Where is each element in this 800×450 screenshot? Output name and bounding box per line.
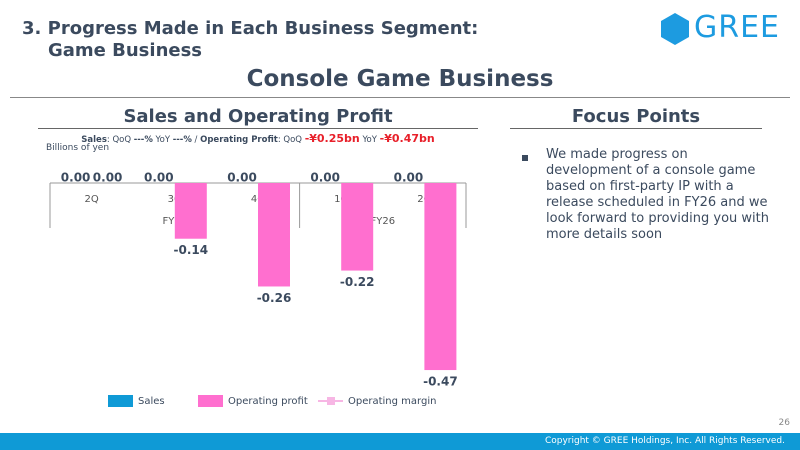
data-label: -0.14 [174, 243, 209, 257]
data-label: 0.00 [144, 171, 174, 185]
unit-label: Billions of yen [46, 143, 110, 153]
bar [174, 183, 207, 239]
legend-swatch [198, 395, 223, 407]
subtitle: Console Game Business [246, 66, 554, 92]
note-part: -¥0.47bn [379, 132, 435, 145]
note-part: -¥0.25bn [304, 132, 360, 145]
data-label: 0.00 [227, 171, 257, 185]
note-part: ---% [172, 135, 192, 145]
page-number: 26 [778, 418, 790, 428]
bar [258, 183, 290, 287]
logo: GREE [694, 10, 781, 45]
section-title: Sales and Operating Profit [38, 106, 478, 129]
bar [341, 183, 374, 271]
logo-icon [661, 13, 689, 45]
note-part: / [191, 135, 201, 145]
footer-bar [0, 433, 800, 450]
legend-label: Operating profit [228, 396, 308, 407]
bar [424, 183, 457, 371]
bullet [522, 155, 528, 161]
data-label: 0.00 [310, 171, 340, 185]
bullet-text: We made progress on development of a con… [546, 147, 769, 242]
divider [10, 97, 790, 98]
title: 3. Progress Made in Each Business Segmen… [22, 18, 478, 62]
note-part: YoY [359, 135, 380, 145]
title-line: Game Business [48, 40, 203, 61]
data-label: -0.22 [340, 275, 375, 289]
legend-marker [327, 397, 335, 405]
title-line: 3. Progress Made in Each Business Segmen… [22, 18, 479, 39]
group-label: FY26 [371, 216, 396, 227]
chart: FY25FY262Q0.000.003Q0.00-0.144Q0.00-0.26… [49, 171, 467, 407]
kpi-note: Sales: QoQ ---% YoY ---% / Operating Pro… [38, 132, 478, 145]
section-title: Focus Points [510, 106, 762, 129]
x-tick-label: 2Q [84, 194, 98, 205]
note-part: Sales [81, 135, 107, 145]
data-label: 0.00 [61, 171, 91, 185]
legend-label: Sales [138, 396, 165, 407]
legend-label: Operating margin [348, 396, 436, 407]
data-label: -0.26 [257, 291, 292, 305]
note-part: YoY [152, 135, 173, 145]
data-label: -0.47 [423, 375, 458, 389]
copyright: Copyright © GREE Holdings, Inc. All Righ… [544, 436, 785, 446]
note-part: : QoQ [106, 135, 134, 145]
data-label: 0.00 [93, 171, 123, 185]
legend-swatch [108, 395, 133, 407]
data-label: 0.00 [394, 171, 424, 185]
note-part: ---% [133, 135, 153, 145]
note-part: Operating Profit [200, 135, 278, 145]
note-part: : QoQ [277, 135, 305, 145]
